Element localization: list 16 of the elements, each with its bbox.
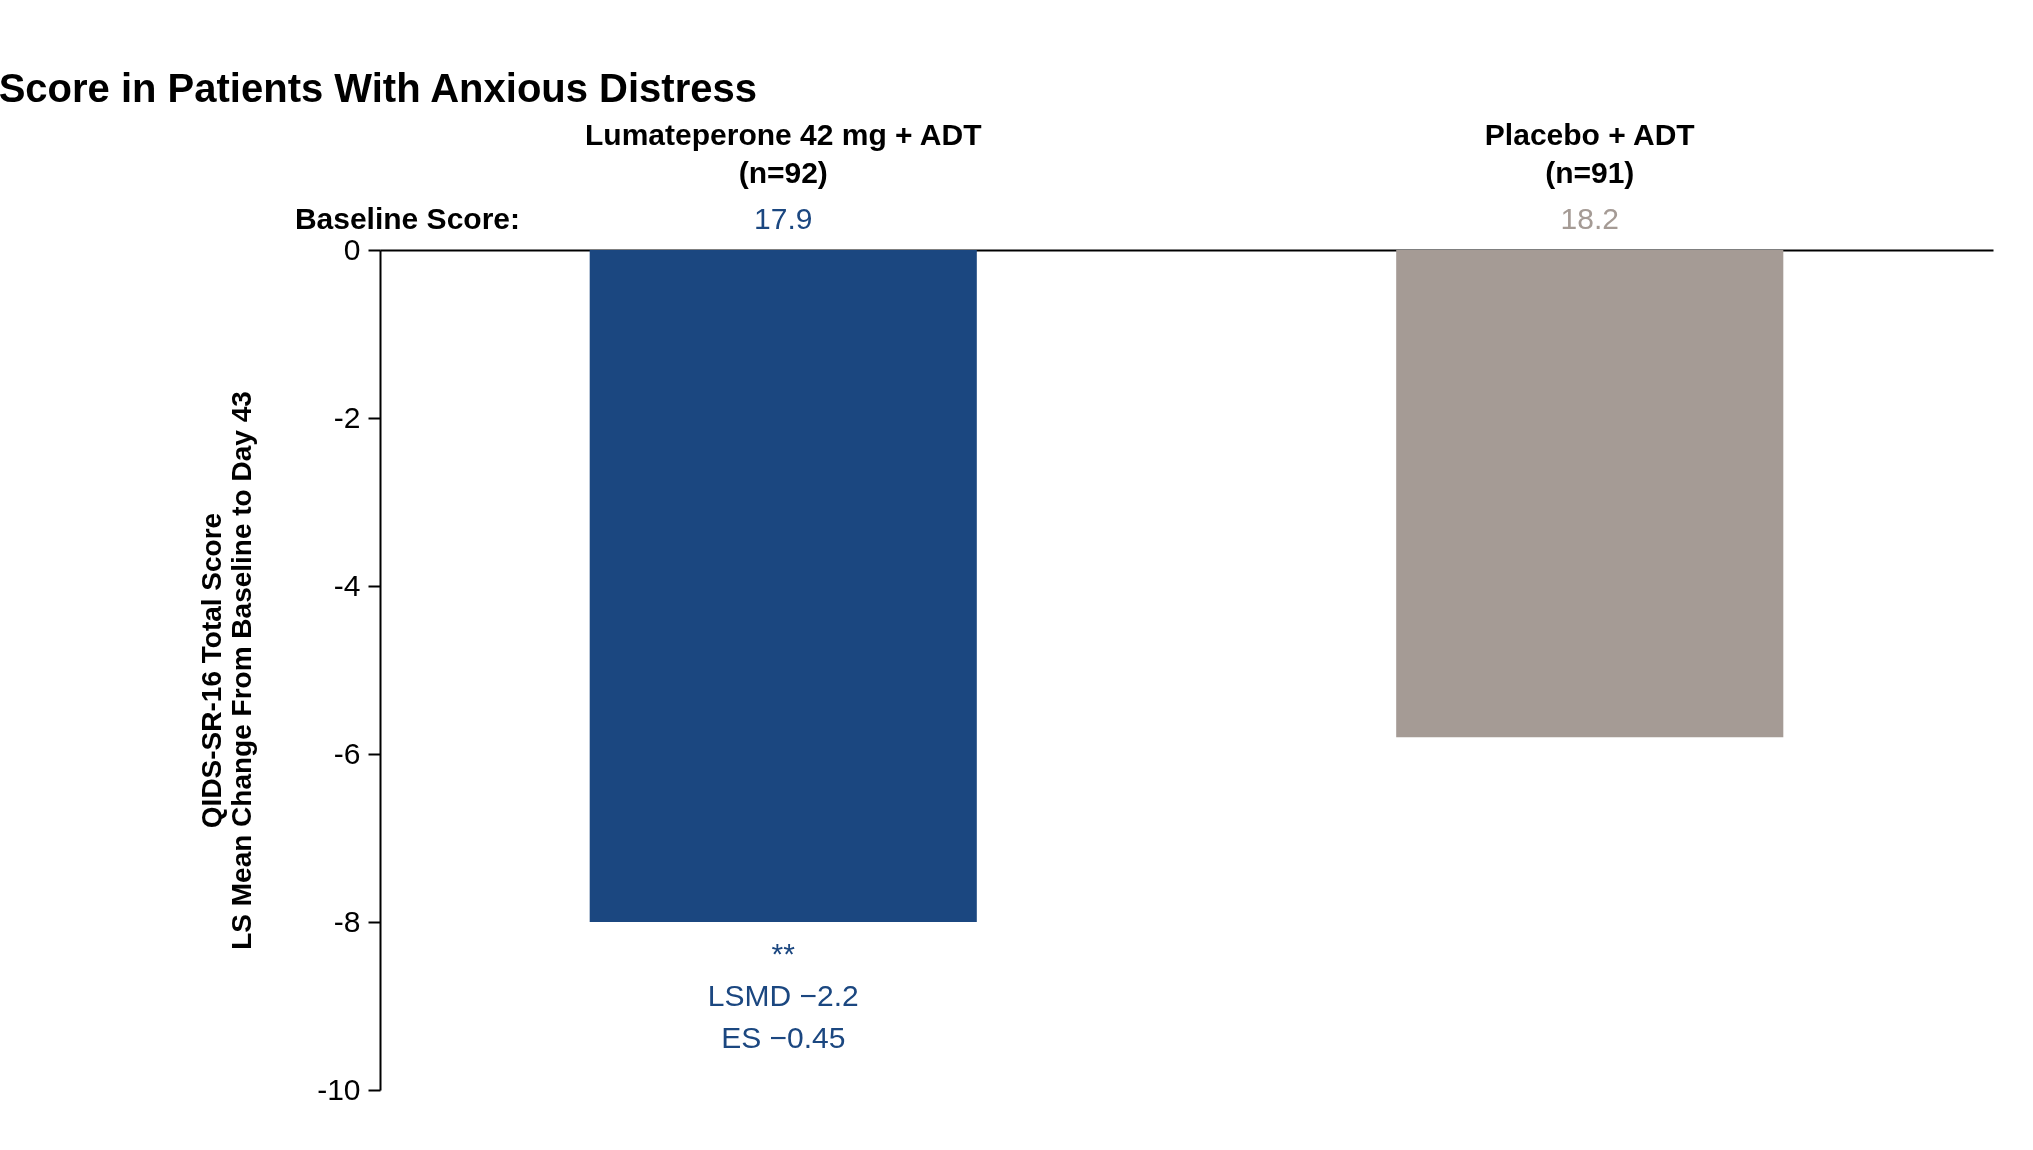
- y-tick-label: -4: [333, 568, 361, 602]
- text: 17.9: [754, 202, 813, 235]
- annotation: **: [771, 937, 796, 970]
- text: Baseline Score:: [294, 202, 520, 235]
- x-tick-label: Lumateperone 42 mg + ADT (n=92): [585, 117, 982, 189]
- y-tick-label: 0: [343, 232, 361, 266]
- y-tick-label: -8: [333, 904, 361, 938]
- x-tick-label: Placebo + ADT (n=91): [1484, 117, 1695, 189]
- annotation: LSMD −2.2: [707, 979, 859, 1012]
- y-tick-label: -10: [317, 1072, 361, 1106]
- text: 18.2: [1560, 202, 1619, 235]
- y-tick-label: -2: [333, 400, 361, 434]
- y-tick-label: -6: [333, 736, 361, 770]
- y-axis-title: QIDS-SR-16 Total Score LS Mean Change From Baseline to Day 43: [196, 391, 258, 950]
- chart-title: Score in Patients With Anxious Distress: [0, 66, 757, 110]
- annotation: ES −0.45: [721, 1021, 846, 1054]
